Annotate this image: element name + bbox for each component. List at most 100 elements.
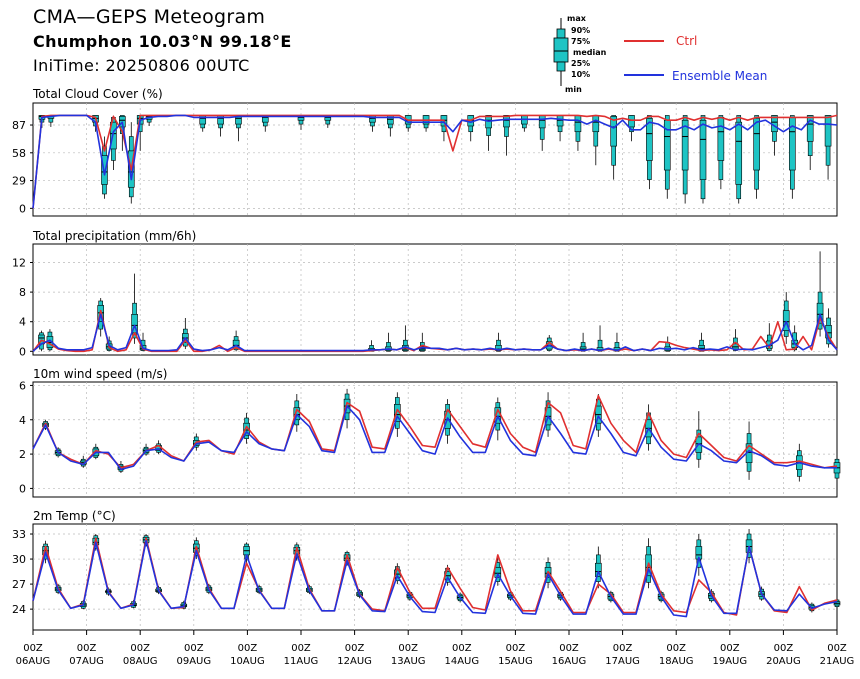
x-tick-label-time: 00Z xyxy=(77,643,97,654)
box-plot xyxy=(293,394,301,432)
box-plot xyxy=(261,115,269,132)
x-tick-label-time: 00Z xyxy=(23,643,43,654)
box-plot xyxy=(503,115,510,156)
box-core xyxy=(610,116,617,147)
x-tick-label-date: 06AUG xyxy=(16,656,51,667)
box-core xyxy=(753,118,760,171)
box-plot xyxy=(494,557,502,586)
y-tick-label: 0 xyxy=(19,482,26,495)
x-tick-label-time: 00Z xyxy=(184,643,204,654)
box-core xyxy=(681,119,689,171)
y-tick-label: 30 xyxy=(12,553,26,566)
x-tick-label-time: 00Z xyxy=(559,643,579,654)
box-plot xyxy=(592,115,600,166)
plot-frame xyxy=(32,523,838,631)
box-plot xyxy=(735,115,743,204)
box-plot xyxy=(833,598,841,609)
y-tick-label: 24 xyxy=(12,603,26,616)
box-plot xyxy=(538,115,546,151)
x-tick-label-date: 15AUG xyxy=(498,656,533,667)
box-plot xyxy=(199,115,207,132)
box-plot xyxy=(833,455,841,482)
box-plot xyxy=(695,411,703,468)
box-plot xyxy=(824,115,832,180)
panel-title: 2m Temp (°C) xyxy=(33,509,116,523)
x-tick-label-time: 00Z xyxy=(452,643,472,654)
legend: max 90% 75% median 25% 10% min Ctrl Ense… xyxy=(553,14,767,94)
x-tick-label-time: 00Z xyxy=(774,643,794,654)
y-tick-label: 6 xyxy=(19,379,26,392)
ctrl-series-line xyxy=(32,309,838,353)
panel-title: 10m wind speed (m/s) xyxy=(33,367,167,381)
x-tick-label-time: 00Z xyxy=(827,643,847,654)
y-tick-label: 8 xyxy=(19,286,26,299)
box-core xyxy=(293,407,301,421)
box-plot xyxy=(595,394,602,437)
x-axis: 00Z 06AUG 00Z 07AUG 00Z 08AUG 00Z 09AUG 00Z 10AUG… xyxy=(16,630,855,667)
x-tick-label-date: 10AUG xyxy=(230,656,265,667)
box-core xyxy=(646,118,653,161)
y-tick-label: 0 xyxy=(19,345,26,358)
panel-precipitation: Total precipitation (mm/6h) 0 4 8 12 xyxy=(12,229,838,358)
y-tick-label: 58 xyxy=(12,147,26,160)
box-plot xyxy=(596,325,604,352)
x-tick-label-time: 00Z xyxy=(130,643,150,654)
y-tick-label: 12 xyxy=(12,257,26,270)
box-plot xyxy=(771,115,778,156)
y-tick-label: 87 xyxy=(12,119,26,132)
legend-label-min: min xyxy=(565,85,582,94)
box-plot xyxy=(544,392,552,437)
ctrl-series-line xyxy=(32,114,838,209)
x-tick-label-date: 18AUG xyxy=(659,656,694,667)
legend-box-lower-outer xyxy=(556,61,566,72)
plot-frame xyxy=(32,102,838,217)
box-plot xyxy=(681,115,689,204)
box-core xyxy=(494,567,502,578)
x-tick-label-date: 08AUG xyxy=(123,656,158,667)
panel-title: Total precipitation (mm/6h) xyxy=(32,229,196,243)
x-tick-label-time: 00Z xyxy=(398,643,418,654)
legend-box-upper-outer xyxy=(556,28,566,39)
box-plot xyxy=(387,115,394,137)
legend-ctrl-label: Ctrl xyxy=(676,34,697,48)
box-plot xyxy=(646,115,653,190)
plot-frame xyxy=(32,243,838,356)
panel-wind-speed: 10m wind speed (m/s) 0 2 4 6 xyxy=(19,367,841,498)
legend-label-p10: 10% xyxy=(571,70,590,79)
box-core xyxy=(503,115,510,128)
box-core xyxy=(824,115,832,147)
legend-mean-label: Ensemble Mean xyxy=(672,69,767,83)
box-plot xyxy=(613,332,621,352)
plot-frame xyxy=(32,381,838,498)
y-tick-label: 29 xyxy=(12,175,26,188)
x-tick-label-date: 21AUG xyxy=(820,656,855,667)
y-tick-label: 4 xyxy=(19,414,26,427)
box-plot xyxy=(324,115,332,128)
ctrl-series-line xyxy=(32,394,838,469)
box-plot xyxy=(235,115,242,142)
box-core xyxy=(595,562,602,577)
x-tick-label-date: 13AUG xyxy=(391,656,426,667)
box-core xyxy=(592,115,600,133)
box-core xyxy=(574,115,582,133)
box-plot xyxy=(806,115,814,171)
legend-label-max: max xyxy=(567,14,587,23)
x-tick-label-date: 12AUG xyxy=(337,656,372,667)
box-plot xyxy=(732,329,739,352)
x-tick-label-date: 07AUG xyxy=(69,656,104,667)
x-tick-label-time: 00Z xyxy=(238,643,258,654)
legend-label-p90: 90% xyxy=(571,26,590,35)
x-tick-label-date: 19AUG xyxy=(712,656,747,667)
box-core xyxy=(806,115,814,142)
box-plot xyxy=(753,115,760,199)
panel-temperature: 2m Temp (°C) 24 27 30 33 xyxy=(12,509,841,631)
y-tick-label: 33 xyxy=(12,528,26,541)
y-tick-label: 2 xyxy=(19,448,26,461)
box-core xyxy=(699,119,707,180)
ensemble-mean-series-line xyxy=(32,405,837,471)
box-plot xyxy=(595,546,602,589)
box-plot xyxy=(645,404,652,451)
box-plot xyxy=(579,332,587,352)
x-tick-label-date: 14AUG xyxy=(444,656,479,667)
